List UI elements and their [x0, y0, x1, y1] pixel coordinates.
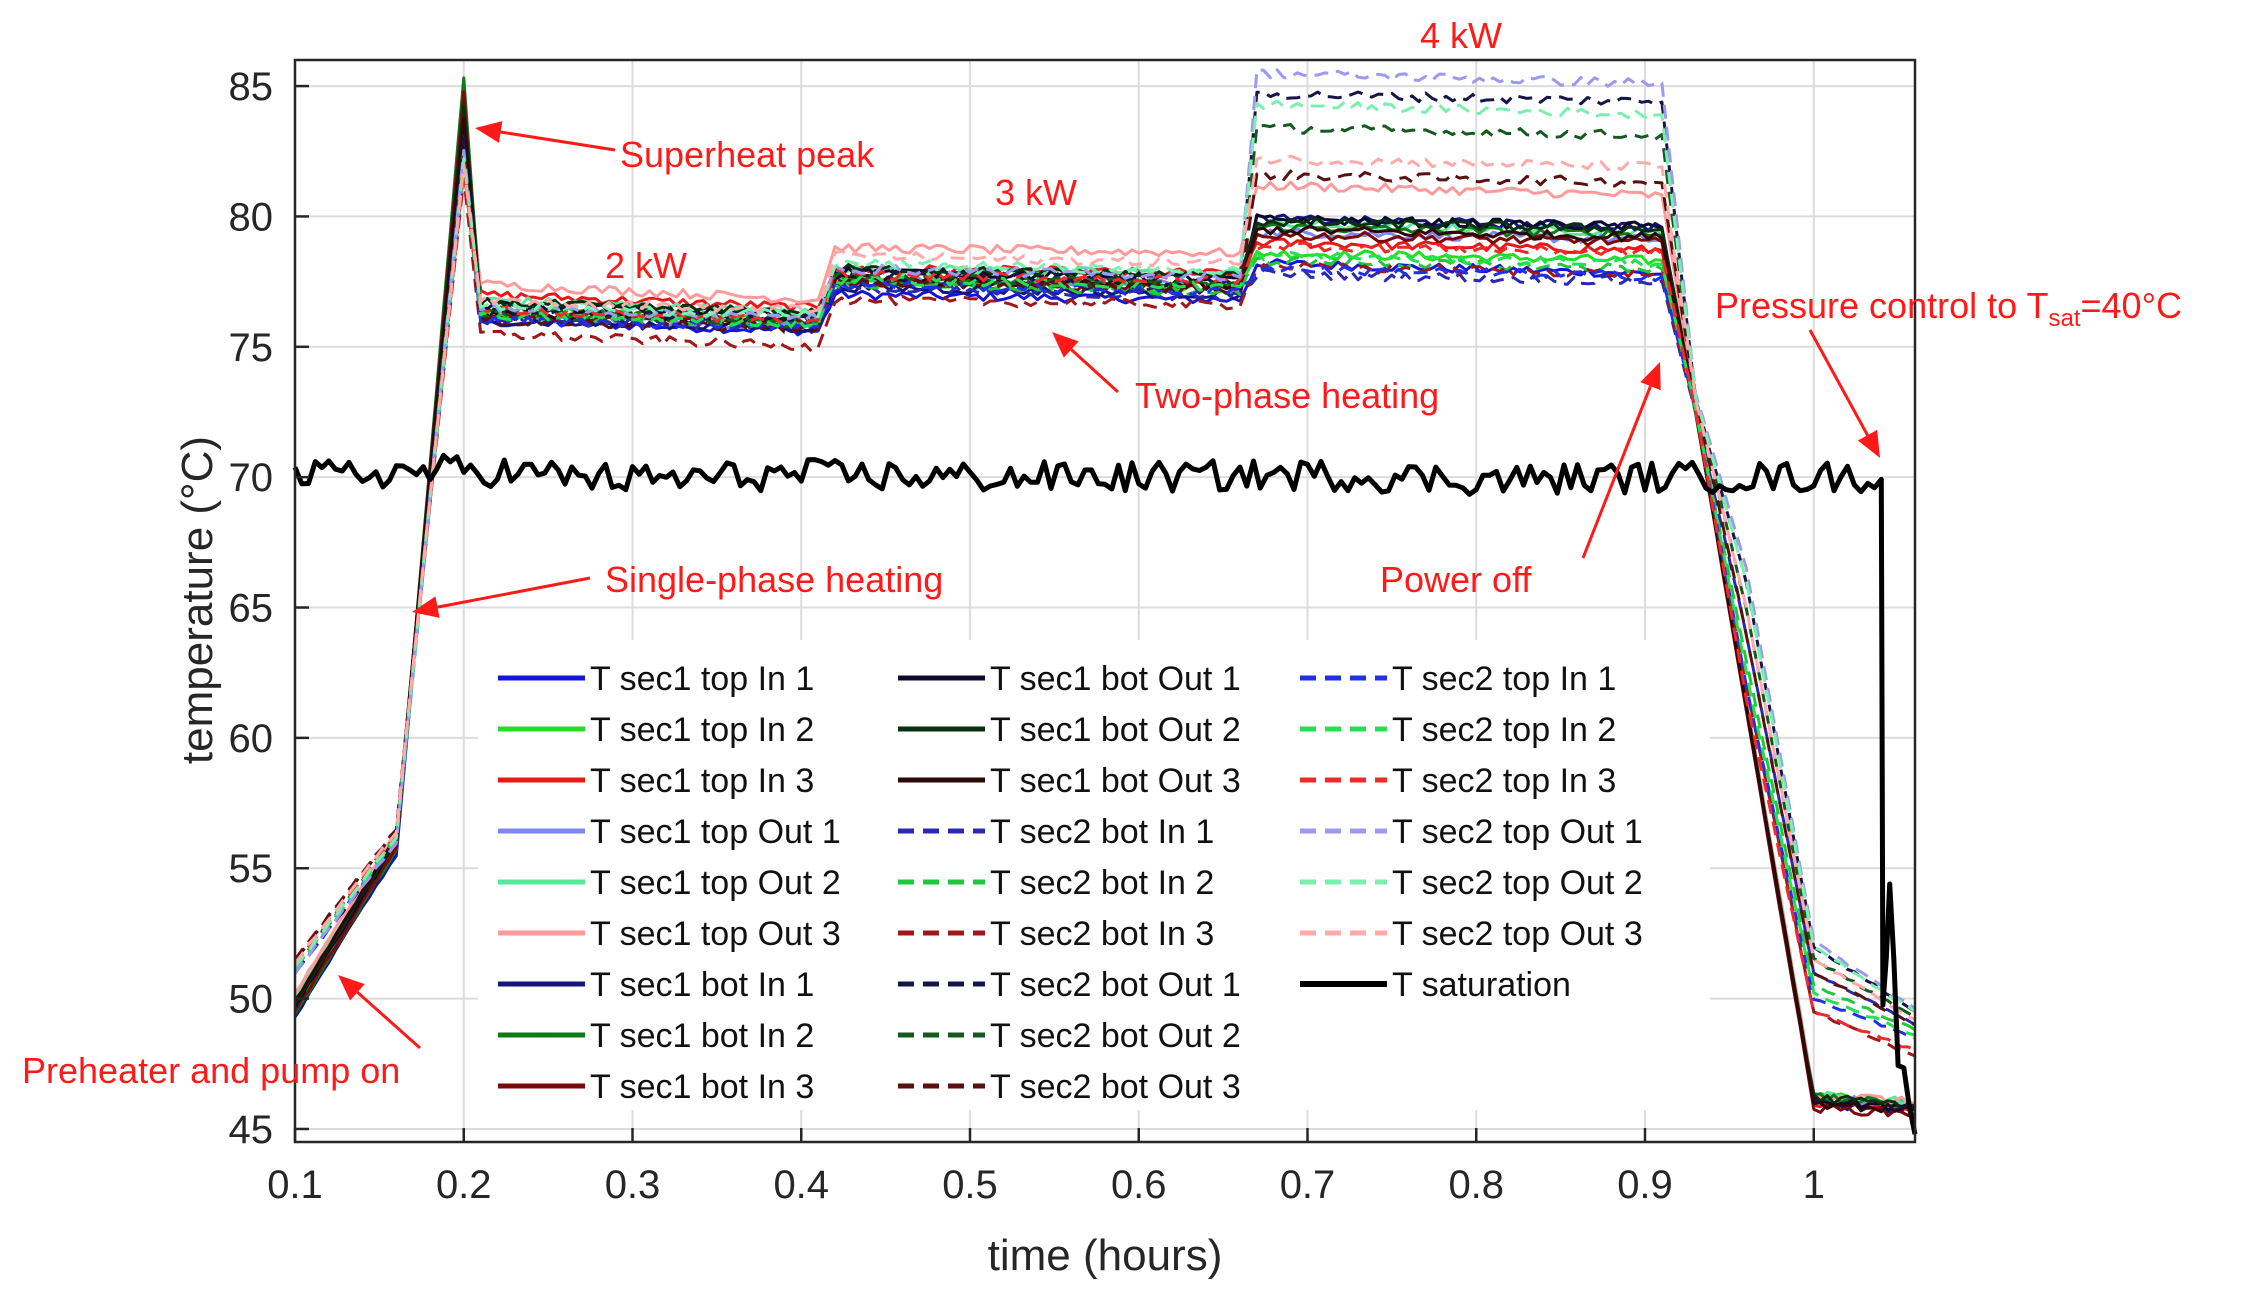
legend-entry-label: T sec2 top In 2: [1392, 711, 1616, 749]
legend-entry-label: T sec2 bot In 3: [990, 915, 1214, 953]
y-tick-label: 45: [229, 1108, 274, 1152]
annotations: Superheat peak 2 kW 3 kW 4 kW Two-phase …: [22, 15, 2182, 1091]
series-line-16: [293, 90, 1916, 1013]
arrow-power-off-head: [1640, 362, 1661, 391]
arrow-two-phase-shaft: [1070, 348, 1120, 394]
legend-entry-label: T saturation: [1392, 966, 1571, 1004]
legend-entry-label: T sec2 top In 3: [1392, 762, 1616, 800]
legend-entry-label: T sec1 bot Out 3: [990, 762, 1241, 800]
legend-entry-label: T sec2 bot Out 2: [990, 1017, 1241, 1055]
series-lines: [292, 68, 1918, 1135]
x-tick-label: 0.6: [1111, 1163, 1167, 1207]
arrow-single-phase-head: [412, 596, 440, 618]
legend-entry-label: T sec2 top Out 2: [1392, 864, 1643, 902]
legend-entry-label: T sec1 top Out 1: [590, 813, 841, 851]
annotation-preheater: Preheater and pump on: [22, 1050, 400, 1091]
y-tick-label: 55: [229, 847, 274, 891]
annotation-4kw: 4 kW: [1420, 15, 1502, 56]
legend-entry-label: T sec1 bot Out 2: [990, 711, 1241, 749]
legend-entry-label: T sec1 top Out 2: [590, 864, 841, 902]
arrow-pressure-control-head: [1857, 429, 1880, 458]
annotation-arrows: [338, 121, 1880, 1050]
legend-entry-label: T sec1 bot Out 1: [990, 660, 1241, 698]
x-tick-label: 0.2: [436, 1163, 492, 1207]
series-line-6: [293, 137, 1916, 1106]
series-line-25: [292, 452, 1918, 1135]
annotation-two-phase: Two-phase heating: [1135, 375, 1439, 416]
series-line-18: [293, 162, 1916, 1027]
legend-entry-label: T sec1 bot In 1: [590, 966, 814, 1004]
legend-entry-label: T sec1 bot In 2: [590, 1017, 814, 1055]
legend-background: [478, 640, 1710, 1110]
y-tick-label: 70: [229, 456, 274, 500]
legend-entry-label: T sec1 top In 3: [590, 762, 814, 800]
x-tick-label: 0.9: [1617, 1163, 1673, 1207]
series-line-11: [293, 105, 1916, 1111]
x-axis-label: time (hours): [988, 1231, 1223, 1280]
arrow-preheater-shaft: [356, 991, 421, 1050]
arrow-two-phase-head: [1052, 332, 1079, 358]
legend-entry-label: T sec1 bot In 3: [590, 1068, 814, 1106]
legend-entry-label: T sec2 top Out 3: [1392, 915, 1643, 953]
annotation-3kw: 3 kW: [995, 172, 1077, 213]
legend-entry-label: T sec2 bot Out 3: [990, 1068, 1241, 1106]
axis-ticks: 0.1 0.2 0.3 0.4 0.5 0.6 0.7 0.8 0.9 1 45 50 55 60 65 70…: [229, 65, 1825, 1207]
annotation-pressure-control: Pressure control to Tsat=40°C: [1715, 285, 2182, 332]
x-tick-label: 0.3: [605, 1163, 661, 1207]
legend-entry-label: T sec2 top In 1: [1392, 660, 1616, 698]
y-axis-label: temperature (°C): [173, 436, 222, 764]
x-tick-label: 0.4: [773, 1163, 829, 1207]
legend-entry-label: T sec2 bot Out 1: [990, 966, 1241, 1004]
plot-frame: [293, 58, 1917, 1144]
legend-entry-label: T sec2 bot In 1: [990, 813, 1214, 851]
series-line-24: [293, 154, 1916, 1021]
y-tick-label: 50: [229, 978, 274, 1022]
arrow-preheater-head: [338, 975, 365, 1001]
series-line-17: [293, 122, 1916, 1019]
series-line-21: [293, 169, 1916, 1053]
arrow-single-phase-shaft: [437, 576, 591, 609]
annotation-2kw: 2 kW: [605, 245, 687, 286]
series-line-15: [293, 175, 1916, 1058]
series-line-14: [293, 161, 1916, 1032]
annotation-single-phase: Single-phase heating: [605, 559, 943, 600]
series-line-20: [293, 163, 1916, 1037]
arrow-superheat-shaft: [500, 130, 616, 152]
x-tick-label: 0.5: [942, 1163, 998, 1207]
arrow-pressure-control-shaft: [1808, 329, 1869, 436]
y-tick-label: 85: [229, 65, 274, 109]
legend: T sec1 top In 1 T sec1 top In 2 T sec1 top…: [478, 640, 1710, 1110]
legend-entry-label: T sec2 top Out 1: [1392, 813, 1643, 851]
legend-entry-label: T sec2 bot In 2: [990, 864, 1214, 902]
series-line-19: [293, 164, 1916, 1040]
y-tick-label: 65: [229, 587, 274, 631]
arrow-superheat-head: [475, 121, 503, 143]
legend-entry-label: T sec1 top In 2: [590, 711, 814, 749]
x-tick-label: 1: [1803, 1163, 1825, 1207]
x-tick-label: 0.8: [1448, 1163, 1504, 1207]
x-tick-label: 0.7: [1280, 1163, 1336, 1207]
legend-entry-label: T sec1 top Out 3: [590, 915, 841, 953]
arrow-power-off-shaft: [1581, 385, 1652, 559]
annotation-power-off: Power off: [1380, 559, 1532, 600]
annotation-superheat: Superheat peak: [620, 134, 875, 175]
y-tick-label: 60: [229, 717, 274, 761]
x-tick-label: 0.1: [267, 1163, 323, 1207]
y-tick-label: 75: [229, 326, 274, 370]
legend-entry-label: T sec1 top In 1: [590, 660, 814, 698]
y-tick-label: 80: [229, 195, 274, 239]
